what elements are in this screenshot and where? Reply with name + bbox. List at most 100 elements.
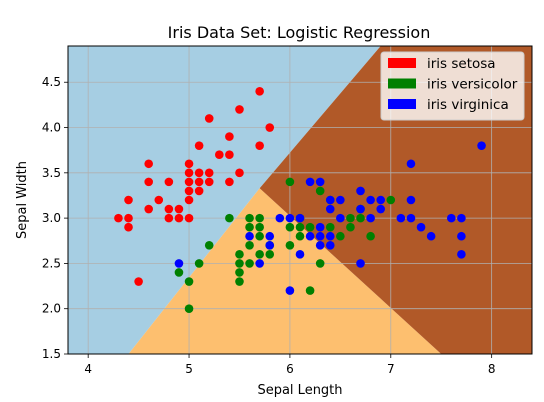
x-tick-label: 8 <box>488 362 496 376</box>
x-axis-ticks: 4 5 6 7 8 <box>84 354 495 376</box>
point-iris-setosa <box>184 213 194 223</box>
point-iris-virginica <box>295 250 305 259</box>
point-iris-virginica <box>426 231 436 241</box>
point-iris-versicolor <box>255 231 264 241</box>
point-iris-versicolor <box>245 259 254 268</box>
point-iris-setosa <box>174 204 184 214</box>
point-iris-versicolor <box>235 277 244 286</box>
point-iris-setosa <box>255 86 264 96</box>
point-iris-versicolor <box>265 250 275 259</box>
point-iris-versicolor <box>386 195 396 205</box>
point-iris-setosa <box>204 168 214 178</box>
point-iris-setosa <box>174 213 184 223</box>
point-iris-setosa <box>235 105 244 114</box>
point-iris-versicolor <box>366 231 375 241</box>
point-iris-virginica <box>457 250 466 259</box>
point-iris-versicolor <box>315 259 325 268</box>
point-iris-virginica <box>315 222 325 232</box>
point-iris-virginica <box>376 195 385 205</box>
point-iris-virginica <box>265 231 275 241</box>
point-iris-virginica <box>325 204 335 214</box>
x-tick-label: 4 <box>84 362 92 376</box>
point-iris-versicolor <box>174 268 184 277</box>
legend-swatch <box>388 99 416 109</box>
point-iris-virginica <box>366 213 375 223</box>
point-iris-versicolor <box>315 186 325 196</box>
y-tick-label: 1.5 <box>42 347 61 361</box>
y-tick-label: 4.5 <box>42 75 61 89</box>
point-iris-versicolor <box>285 177 295 187</box>
legend-label: iris setosa <box>427 56 496 72</box>
point-iris-setosa <box>134 277 143 286</box>
point-iris-setosa <box>194 177 204 187</box>
point-iris-virginica <box>174 259 184 268</box>
y-axis-label: Sepal Width <box>15 161 30 239</box>
point-iris-versicolor <box>235 259 244 268</box>
point-iris-versicolor <box>255 213 264 223</box>
point-iris-virginica <box>406 213 416 223</box>
point-iris-virginica <box>356 186 365 196</box>
point-iris-setosa <box>124 222 133 232</box>
point-iris-versicolor <box>245 213 254 223</box>
plot-frame <box>67 45 533 355</box>
point-iris-setosa <box>204 114 214 123</box>
region-virginica <box>259 46 532 354</box>
point-iris-virginica <box>325 231 335 241</box>
point-iris-virginica <box>325 195 335 205</box>
point-iris-setosa <box>164 204 174 214</box>
point-iris-virginica <box>406 195 416 205</box>
point-iris-setosa <box>194 186 204 196</box>
point-iris-virginica <box>325 240 335 250</box>
point-iris-setosa <box>124 195 133 205</box>
point-iris-virginica <box>457 213 466 223</box>
point-iris-versicolor <box>305 286 315 295</box>
point-iris-versicolor <box>346 222 355 232</box>
point-iris-setosa <box>225 132 234 141</box>
point-iris-virginica <box>457 231 466 241</box>
legend-box <box>380 51 525 121</box>
region-setosa <box>68 46 381 354</box>
point-iris-setosa <box>114 213 123 223</box>
y-tick-label: 2.0 <box>42 302 61 316</box>
decision-regions <box>68 46 532 354</box>
point-iris-virginica <box>305 231 315 241</box>
point-iris-setosa <box>194 168 204 178</box>
y-tick-label: 4.0 <box>42 121 61 135</box>
legend-label: iris versicolor <box>427 77 518 93</box>
point-iris-versicolor <box>255 250 264 259</box>
point-iris-virginica <box>305 177 315 187</box>
point-iris-versicolor <box>295 231 305 241</box>
point-iris-virginica <box>255 259 264 268</box>
point-iris-versicolor <box>346 213 355 223</box>
point-iris-versicolor <box>255 222 264 232</box>
point-iris-virginica <box>376 204 385 214</box>
point-iris-setosa <box>144 177 153 187</box>
point-iris-virginica <box>245 231 254 241</box>
point-iris-versicolor <box>356 213 365 223</box>
point-iris-setosa <box>255 141 264 150</box>
point-iris-virginica <box>356 204 365 214</box>
x-tick-label: 5 <box>185 362 193 376</box>
point-iris-virginica <box>315 231 325 241</box>
data-points <box>114 86 486 314</box>
y-tick-label: 2.5 <box>42 256 61 270</box>
point-iris-setosa <box>215 150 224 160</box>
point-iris-virginica <box>396 213 406 223</box>
point-iris-setosa <box>184 159 194 169</box>
point-iris-virginica <box>447 213 456 223</box>
point-iris-virginica <box>315 240 325 250</box>
point-iris-virginica <box>356 259 365 268</box>
point-iris-versicolor <box>225 213 234 223</box>
x-axis-label: Sepal Length <box>257 383 342 398</box>
point-iris-setosa <box>144 159 153 169</box>
point-iris-versicolor <box>184 277 194 286</box>
y-tick-label: 3.5 <box>42 166 61 180</box>
point-iris-virginica <box>336 195 345 205</box>
point-iris-versicolor <box>245 222 254 232</box>
point-iris-virginica <box>285 286 295 295</box>
point-iris-virginica <box>315 177 325 187</box>
region-versicolor <box>128 188 442 354</box>
point-iris-versicolor <box>204 240 214 250</box>
point-iris-versicolor <box>325 222 335 232</box>
